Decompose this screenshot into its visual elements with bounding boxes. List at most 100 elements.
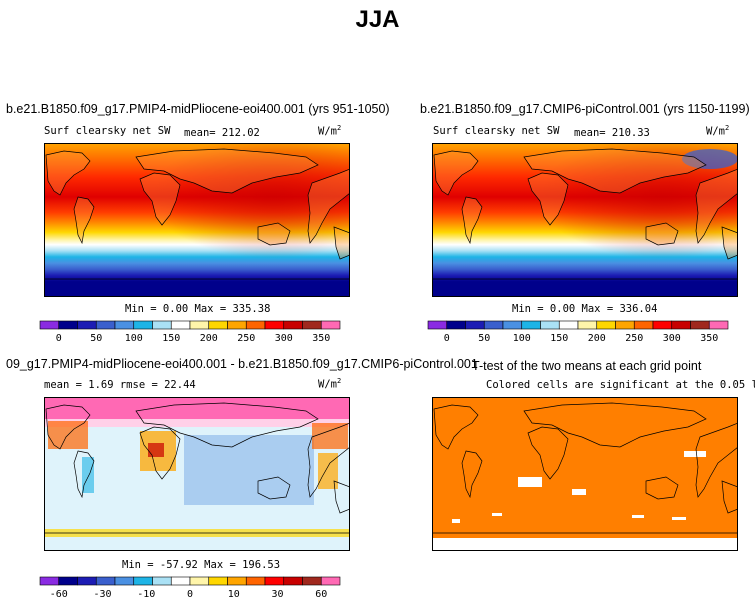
panel-2-colorbar-label: 50 bbox=[478, 333, 490, 344]
panel-2-colorbar-box bbox=[615, 320, 635, 330]
panel-1-colorbar-box bbox=[58, 320, 78, 330]
panel-1-frame bbox=[44, 143, 350, 297]
panel-1-colorbar: 0 50 100 150 200 250 300 350 bbox=[39, 320, 341, 344]
panel-1-colorbar-box bbox=[189, 320, 210, 330]
panel-2-colorbar-box bbox=[502, 320, 523, 330]
panel-3-colorbar-box bbox=[152, 576, 172, 586]
panel-3-colorbar-box bbox=[227, 576, 247, 586]
panel-3-colorbar-box bbox=[320, 576, 341, 586]
panel-4-map bbox=[432, 397, 738, 551]
panel-2-colorbar-box bbox=[540, 320, 560, 330]
panel-1-colorbar-box bbox=[302, 320, 322, 330]
panel-4-insignificant-cells bbox=[432, 451, 738, 551]
panel-1-colorbar-label: 250 bbox=[237, 333, 255, 344]
panel-4-field bbox=[432, 397, 738, 551]
panel-3-colorbar-box bbox=[95, 576, 116, 586]
panel-1-colorbar-label: 0 bbox=[56, 333, 62, 344]
panel-2-arctic-ice bbox=[682, 149, 738, 169]
panel-3-pacific-anomaly bbox=[184, 435, 314, 505]
panel-2-colorbar-box bbox=[708, 320, 729, 330]
panel-1-colorbar-label: 200 bbox=[200, 333, 218, 344]
panel-3-colorbar-box bbox=[39, 576, 60, 586]
panel-2-colorbar-boxes bbox=[427, 320, 729, 330]
panel-3-colorbar-box bbox=[189, 576, 210, 586]
panel-2-frame bbox=[432, 143, 738, 297]
panel-1-colorbar-label: 150 bbox=[162, 333, 180, 344]
panel-3-colorbar-label: -60 bbox=[50, 589, 68, 600]
panel-1-variable-label: Surf clearsky net SW bbox=[44, 125, 171, 137]
panel-3-land-anomalies bbox=[48, 421, 348, 493]
panel-1-case-title: b.e21.B1850.f09_g17.PMIP4-midPliocene-eo… bbox=[6, 102, 390, 116]
panel-1-colorbar-box bbox=[39, 320, 60, 330]
panel-2-colorbar-box bbox=[465, 320, 485, 330]
panel-2-coastlines bbox=[433, 148, 738, 260]
panel-1-colorbar-box bbox=[320, 320, 341, 330]
panel-3-colorbar: -60 -30 -10 0 10 30 60 bbox=[39, 576, 341, 600]
panel-1-colorbar-box bbox=[227, 320, 247, 330]
panel-2-colorbar-box bbox=[690, 320, 710, 330]
panel-3-arctic-anomaly-edge bbox=[44, 419, 350, 427]
panel-2-colorbar-box bbox=[558, 320, 579, 330]
panel-3-minmax: Min = -57.92 Max = 196.53 bbox=[122, 559, 281, 571]
panel-3-map bbox=[44, 397, 350, 551]
panel-1-colorbar-label: 100 bbox=[125, 333, 143, 344]
panel-3-colorbar-label: -10 bbox=[137, 589, 155, 600]
panel-2-map bbox=[432, 143, 738, 297]
panel-1-colorbar-box bbox=[114, 320, 135, 330]
panel-2-colorbar-label: 200 bbox=[588, 333, 606, 344]
panel-2-colorbar-label: 250 bbox=[625, 333, 643, 344]
panel-1-units: W/m2 bbox=[318, 124, 342, 138]
panel-1-colorbar-box bbox=[264, 320, 285, 330]
panel-2-field-overlay bbox=[432, 143, 738, 297]
panel-3-units: W/m2 bbox=[318, 377, 342, 391]
panel-2-colorbar-label: 300 bbox=[663, 333, 681, 344]
panel-3-coastlines bbox=[45, 402, 350, 514]
panel-3-colorbar-labels: -60 -30 -10 0 10 30 60 bbox=[50, 589, 328, 600]
panel-2-colorbar-labels: 0 50 100 150 200 250 300 350 bbox=[444, 333, 719, 344]
panel-3-colorbar-label: 10 bbox=[228, 589, 240, 600]
panel-1-coastlines bbox=[45, 148, 350, 260]
panel-3-colorbar-box bbox=[58, 576, 78, 586]
panel-1-colorbar-box bbox=[95, 320, 116, 330]
panel-4-note: Colored cells are significant at the 0.0… bbox=[486, 379, 755, 391]
panel-1-colorbar-box bbox=[208, 320, 228, 330]
panel-1-colorbar-box bbox=[283, 320, 303, 330]
panel-1-colorbar-box bbox=[245, 320, 266, 330]
panel-1-mean-label: mean= 212.02 bbox=[184, 127, 260, 139]
panel-3-colorbar-label: 30 bbox=[271, 589, 283, 600]
panel-2-colorbar-label: 0 bbox=[444, 333, 450, 344]
panel-1-field-overlay bbox=[44, 143, 350, 297]
panel-1-map bbox=[44, 143, 350, 297]
panel-1-colorbar-box bbox=[152, 320, 172, 330]
panel-1-colorbar-boxes bbox=[39, 320, 341, 330]
panel-4-frame bbox=[432, 397, 738, 551]
panel-1-colorbar-box bbox=[133, 320, 153, 330]
panel-3-colorbar-box bbox=[264, 576, 285, 586]
panel-2-minmax: Min = 0.00 Max = 336.04 bbox=[512, 303, 658, 315]
panel-2-colorbar-box bbox=[521, 320, 541, 330]
panel-2-colorbar-box bbox=[483, 320, 504, 330]
panel-2-colorbar-box bbox=[427, 320, 448, 330]
panel-2-colorbar-box bbox=[446, 320, 466, 330]
panel-3-stats-label: mean = 1.69 rmse = 22.44 bbox=[44, 379, 196, 391]
panel-2-colorbar-label: 350 bbox=[700, 333, 718, 344]
panel-3-colorbar-box bbox=[77, 576, 97, 586]
panel-2-colorbar-box bbox=[596, 320, 616, 330]
panel-2-mean-label: mean= 210.33 bbox=[574, 127, 650, 139]
panel-3-colorbar-label: -30 bbox=[93, 589, 111, 600]
panel-4-case-title: T-test of the two means at each grid poi… bbox=[472, 359, 702, 373]
panel-3-colorbar-label: 0 bbox=[187, 589, 193, 600]
panel-1-colorbar-box bbox=[170, 320, 191, 330]
panel-2-colorbar-label: 100 bbox=[513, 333, 531, 344]
panel-3-colorbar-box bbox=[302, 576, 322, 586]
panel-3-colorbar-box bbox=[208, 576, 228, 586]
panel-1-colorbar-box bbox=[77, 320, 97, 330]
panel-3-arctic-anomaly bbox=[44, 397, 350, 419]
panel-2-colorbar-box bbox=[652, 320, 673, 330]
panel-1-colorbar-label: 350 bbox=[312, 333, 330, 344]
panel-3-colorbar-box bbox=[283, 576, 303, 586]
panel-2-colorbar: 0 50 100 150 200 250 300 350 bbox=[427, 320, 729, 344]
panel-3-colorbar-box bbox=[114, 576, 135, 586]
panel-3-colorbar-box bbox=[245, 576, 266, 586]
panel-2-colorbar-box bbox=[577, 320, 598, 330]
